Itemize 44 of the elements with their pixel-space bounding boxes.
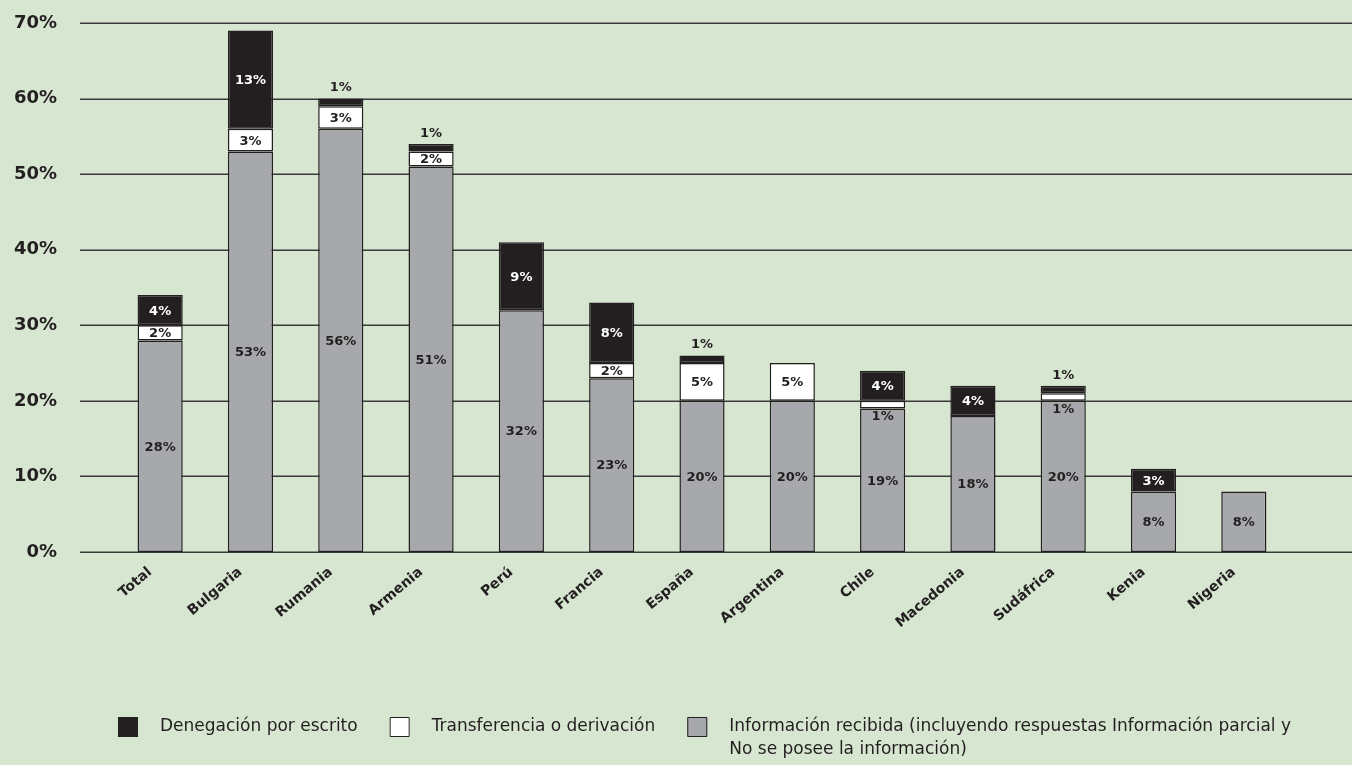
data-label: 1% — [420, 124, 443, 140]
data-label: 1% — [1052, 400, 1075, 416]
data-label: 53% — [234, 344, 267, 360]
data-label: 5% — [690, 374, 714, 390]
y-tick-label: 0% — [26, 539, 57, 561]
data-label: 13% — [234, 72, 267, 88]
y-tick-label: 70% — [13, 10, 57, 32]
data-label: 2% — [600, 363, 623, 378]
data-label: 51% — [415, 351, 447, 367]
legend-label: Denegación por escrito — [160, 715, 358, 736]
y-tick-label: 20% — [13, 388, 57, 410]
data-label: 5% — [781, 374, 804, 390]
data-label: 4% — [871, 378, 894, 394]
legend-label: Transferencia o derivación — [430, 715, 656, 736]
data-label: 4% — [961, 393, 984, 409]
data-label: 28% — [144, 438, 176, 454]
data-label: 2% — [420, 151, 443, 167]
data-label: 3% — [239, 132, 262, 148]
data-label: 3% — [329, 109, 352, 125]
data-label: 19% — [867, 472, 899, 488]
data-label: 1% — [690, 336, 714, 352]
data-label: 1% — [1052, 366, 1075, 382]
y-tick-label: 60% — [13, 86, 57, 108]
data-label: 9% — [510, 268, 533, 284]
data-label: 20% — [1047, 468, 1079, 484]
data-label: 32% — [505, 423, 537, 439]
data-label: 20% — [776, 468, 808, 484]
data-label: 1% — [871, 408, 894, 424]
data-label: 56% — [325, 332, 357, 348]
y-tick-label: 50% — [13, 161, 57, 183]
data-label: 23% — [596, 457, 628, 473]
y-tick-label: 40% — [13, 237, 57, 259]
data-label: 8% — [600, 325, 623, 341]
data-label: 8% — [1232, 514, 1255, 530]
data-label: 20% — [686, 468, 718, 484]
data-label: 4% — [149, 302, 172, 318]
data-label: 2% — [149, 325, 172, 341]
data-label: 1% — [329, 79, 352, 95]
data-label: 3% — [1142, 472, 1165, 488]
y-tick-label: 10% — [13, 464, 57, 486]
y-tick-label: 30% — [13, 312, 57, 334]
data-label: 18% — [957, 476, 989, 492]
data-label: 8% — [1142, 514, 1165, 530]
legend-label: Información recibida (incluyendo respuestas Información parcial y No se posee la información) — [729, 715, 1292, 759]
